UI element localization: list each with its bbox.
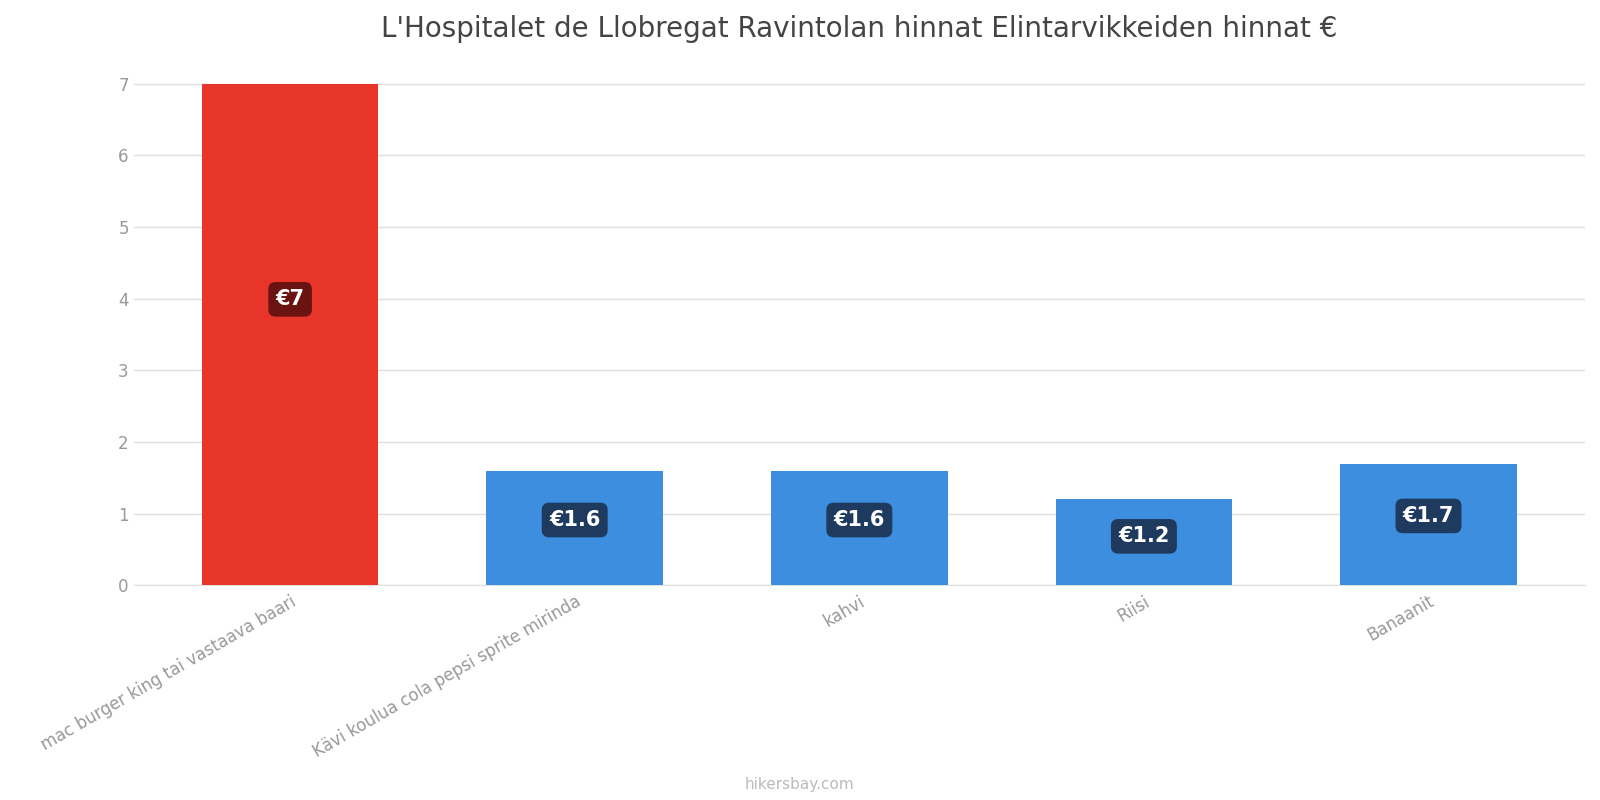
Text: €1.6: €1.6 [549, 510, 600, 530]
Bar [486, 470, 662, 586]
Bar [1056, 499, 1232, 586]
Bar [202, 83, 378, 586]
Text: €1.7: €1.7 [1403, 506, 1454, 526]
Title: L'Hospitalet de Llobregat Ravintolan hinnat Elintarvikkeiden hinnat €: L'Hospitalet de Llobregat Ravintolan hin… [381, 15, 1338, 43]
Text: €7: €7 [275, 290, 304, 310]
Text: €1.6: €1.6 [834, 510, 885, 530]
Text: €1.2: €1.2 [1118, 526, 1170, 546]
Text: hikersbay.com: hikersbay.com [746, 777, 854, 792]
Bar [771, 470, 947, 586]
Bar [1341, 463, 1517, 586]
